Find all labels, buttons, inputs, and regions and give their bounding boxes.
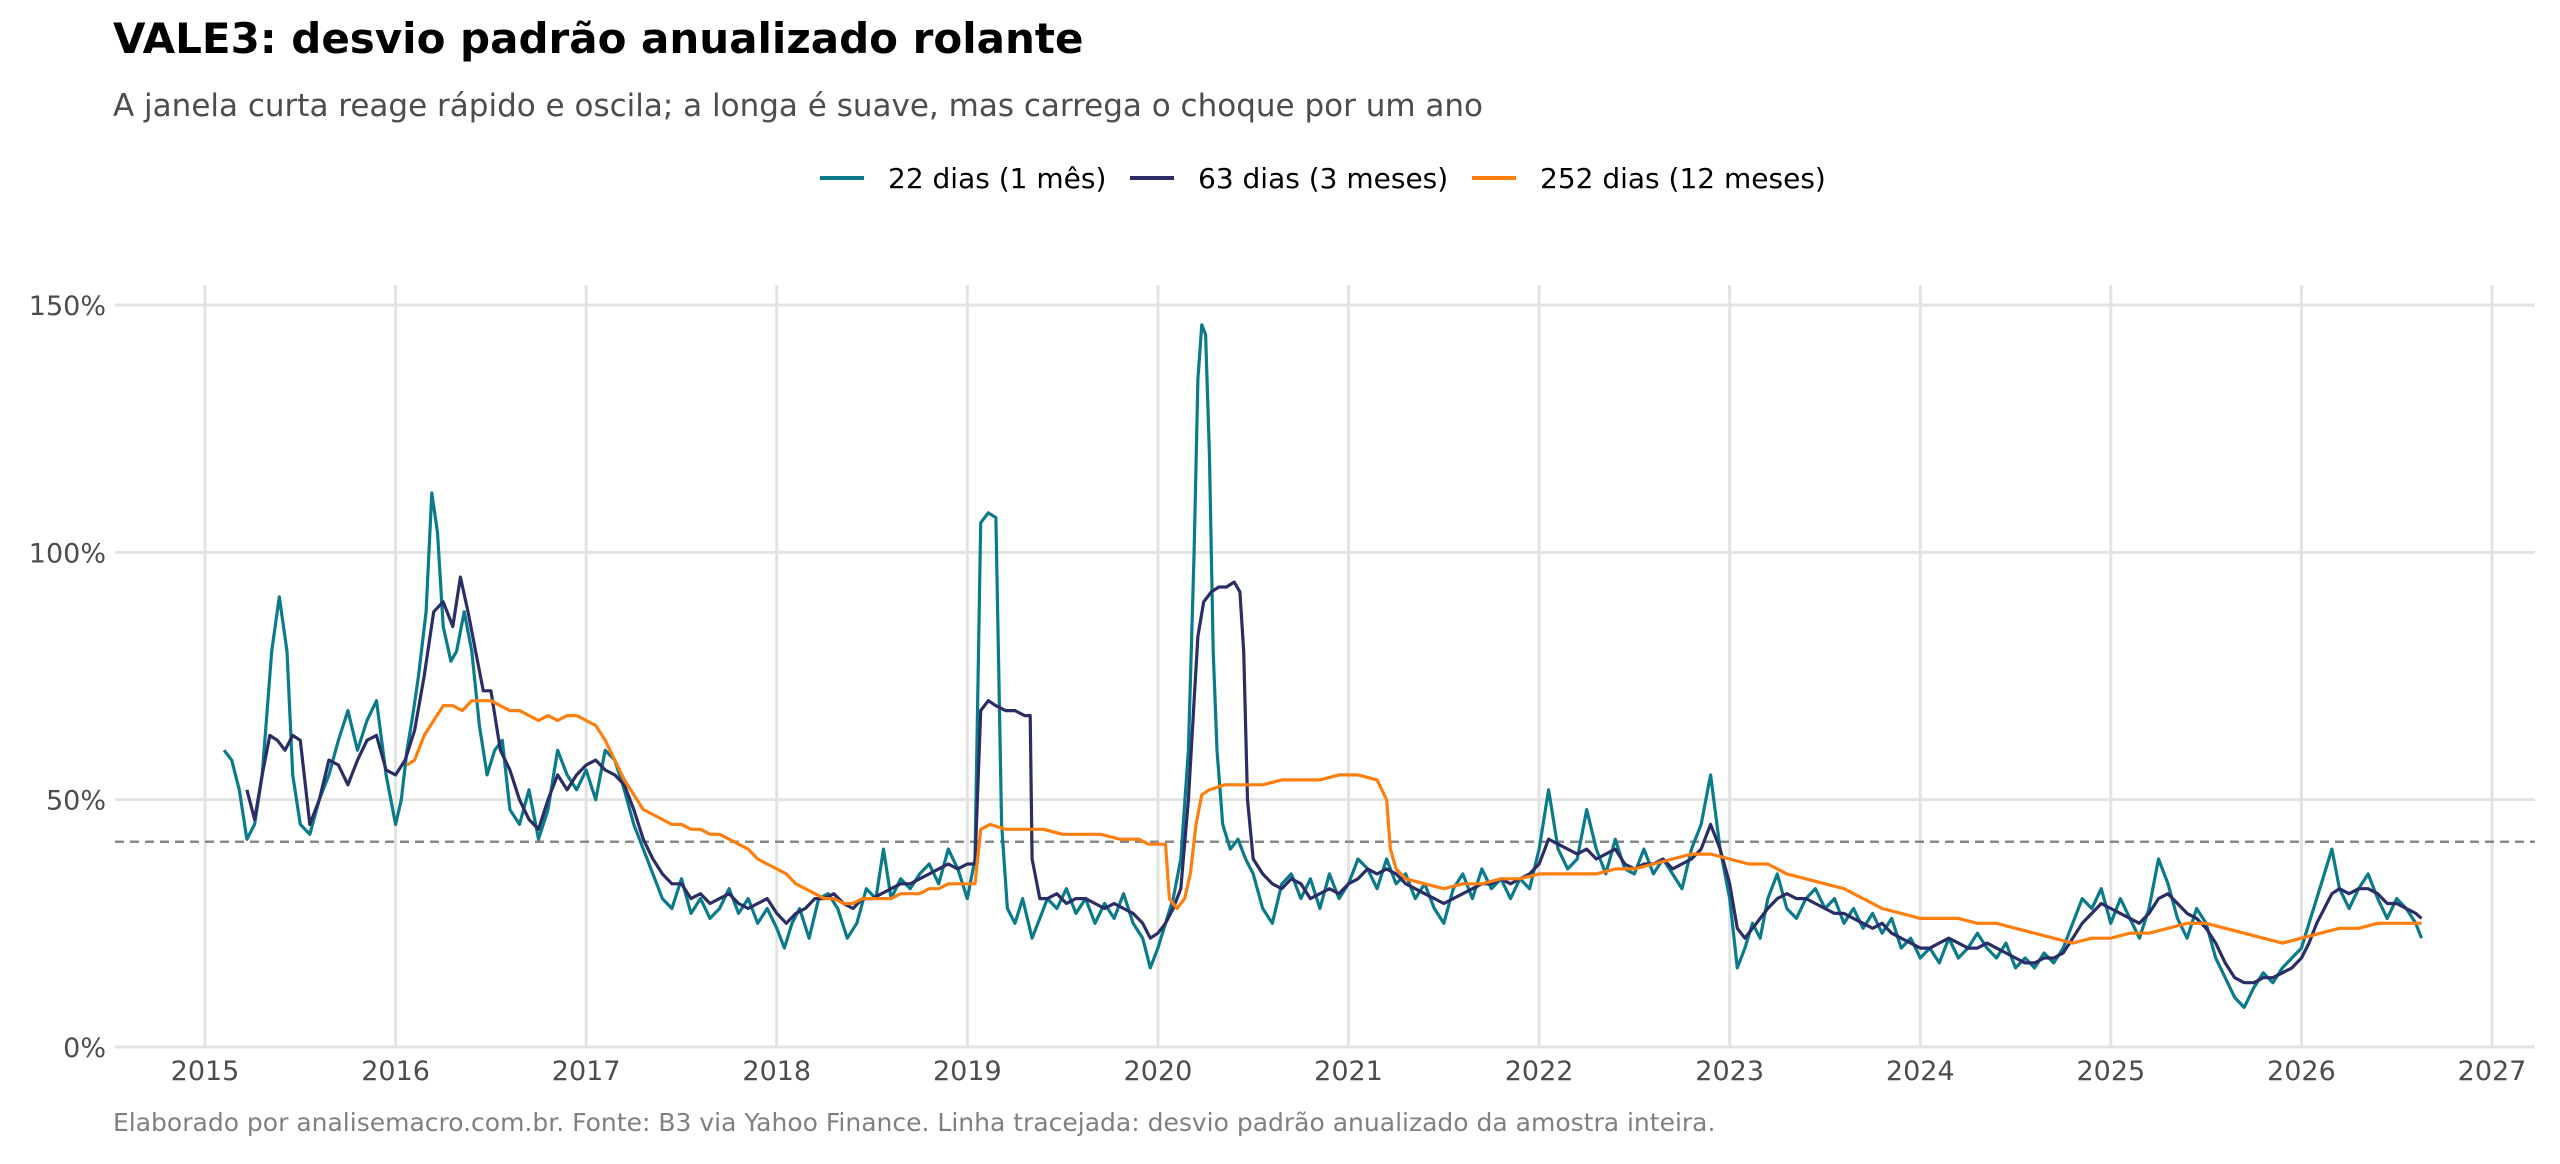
x-tick-label: 2024 [1886,1056,1955,1087]
series-line-2 [245,575,2423,985]
x-tick-label: 2018 [742,1056,811,1087]
chart-caption: Elaborado por analisemacro.com.br. Fonte… [113,1108,1716,1137]
legend: 22 dias (1 mês) 63 dias (3 meses) 252 dias… [820,162,1826,195]
axis-labels: 2015 2016 2017 2018 2019 2020 2021 2022 2023 2024… [29,291,2527,1087]
x-tick-label: 2019 [933,1056,1002,1087]
x-tick-label: 2021 [1314,1056,1383,1087]
chart-subtitle: A janela curta reage rápido e oscila; a … [113,88,1484,124]
y-tick-label: 50% [46,786,106,817]
chart-title: VALE3: desvio padrão anualizado rolante [113,14,1084,63]
series-line-1 [222,323,2423,1009]
x-tick-label: 2017 [552,1056,621,1087]
x-tick-label: 2020 [1124,1056,1193,1087]
x-tick-label: 2026 [2267,1056,2336,1087]
x-tick-label: 2023 [1695,1056,1764,1087]
x-tick-label: 2016 [361,1056,430,1087]
y-tick-label: 0% [63,1033,106,1064]
x-tick-label: 2025 [2076,1056,2145,1087]
legend-label-2: 63 dias (3 meses) [1198,162,1448,195]
y-tick-label: 100% [29,538,106,569]
x-tick-label: 2022 [1505,1056,1574,1087]
legend-label-3: 252 dias (12 meses) [1540,162,1826,195]
legend-label-1: 22 dias (1 mês) [888,162,1106,195]
x-tick-label: 2027 [2458,1056,2527,1087]
series-layer [222,323,2423,1009]
series-line-3 [406,699,2422,945]
y-tick-label: 150% [29,291,106,322]
x-tick-label: 2015 [171,1056,240,1087]
